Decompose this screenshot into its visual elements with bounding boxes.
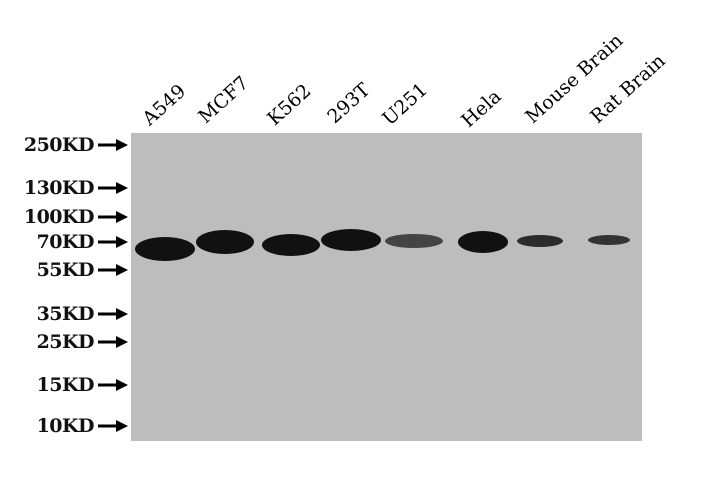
band-293t: [321, 229, 381, 251]
marker-label: 10KD: [36, 415, 95, 437]
marker-130kd: 130KD: [0, 177, 128, 199]
marker-label: 100KD: [23, 206, 95, 228]
marker-label: 130KD: [23, 177, 95, 199]
marker-label: 25KD: [36, 331, 95, 353]
arrow-right-icon: [98, 379, 128, 391]
arrow-right-icon: [98, 308, 128, 320]
marker-10kd: 10KD: [0, 415, 128, 437]
band-rat-brain: [588, 235, 630, 245]
marker-70kd: 70KD: [0, 231, 128, 253]
marker-250kd: 250KD: [0, 134, 128, 156]
marker-label: 55KD: [36, 259, 95, 281]
arrow-right-icon: [98, 211, 128, 223]
marker-label: 250KD: [23, 134, 95, 156]
marker-35kd: 35KD: [0, 303, 128, 325]
arrow-right-icon: [98, 236, 128, 248]
marker-label: 70KD: [36, 231, 95, 253]
arrow-right-icon: [98, 420, 128, 432]
marker-55kd: 55KD: [0, 259, 128, 281]
band-k562: [262, 234, 320, 256]
band-mcf7: [196, 230, 254, 254]
arrow-right-icon: [98, 182, 128, 194]
band-a549: [135, 237, 195, 261]
band-u251: [385, 234, 443, 248]
marker-100kd: 100KD: [0, 206, 128, 228]
marker-15kd: 15KD: [0, 374, 128, 396]
marker-label: 15KD: [36, 374, 95, 396]
membrane-background: [131, 133, 642, 441]
arrow-right-icon: [98, 139, 128, 151]
arrow-right-icon: [98, 336, 128, 348]
marker-label: 35KD: [36, 303, 95, 325]
band-mouse-brain: [517, 235, 563, 247]
arrow-right-icon: [98, 264, 128, 276]
band-hela: [458, 231, 508, 253]
marker-25kd: 25KD: [0, 331, 128, 353]
